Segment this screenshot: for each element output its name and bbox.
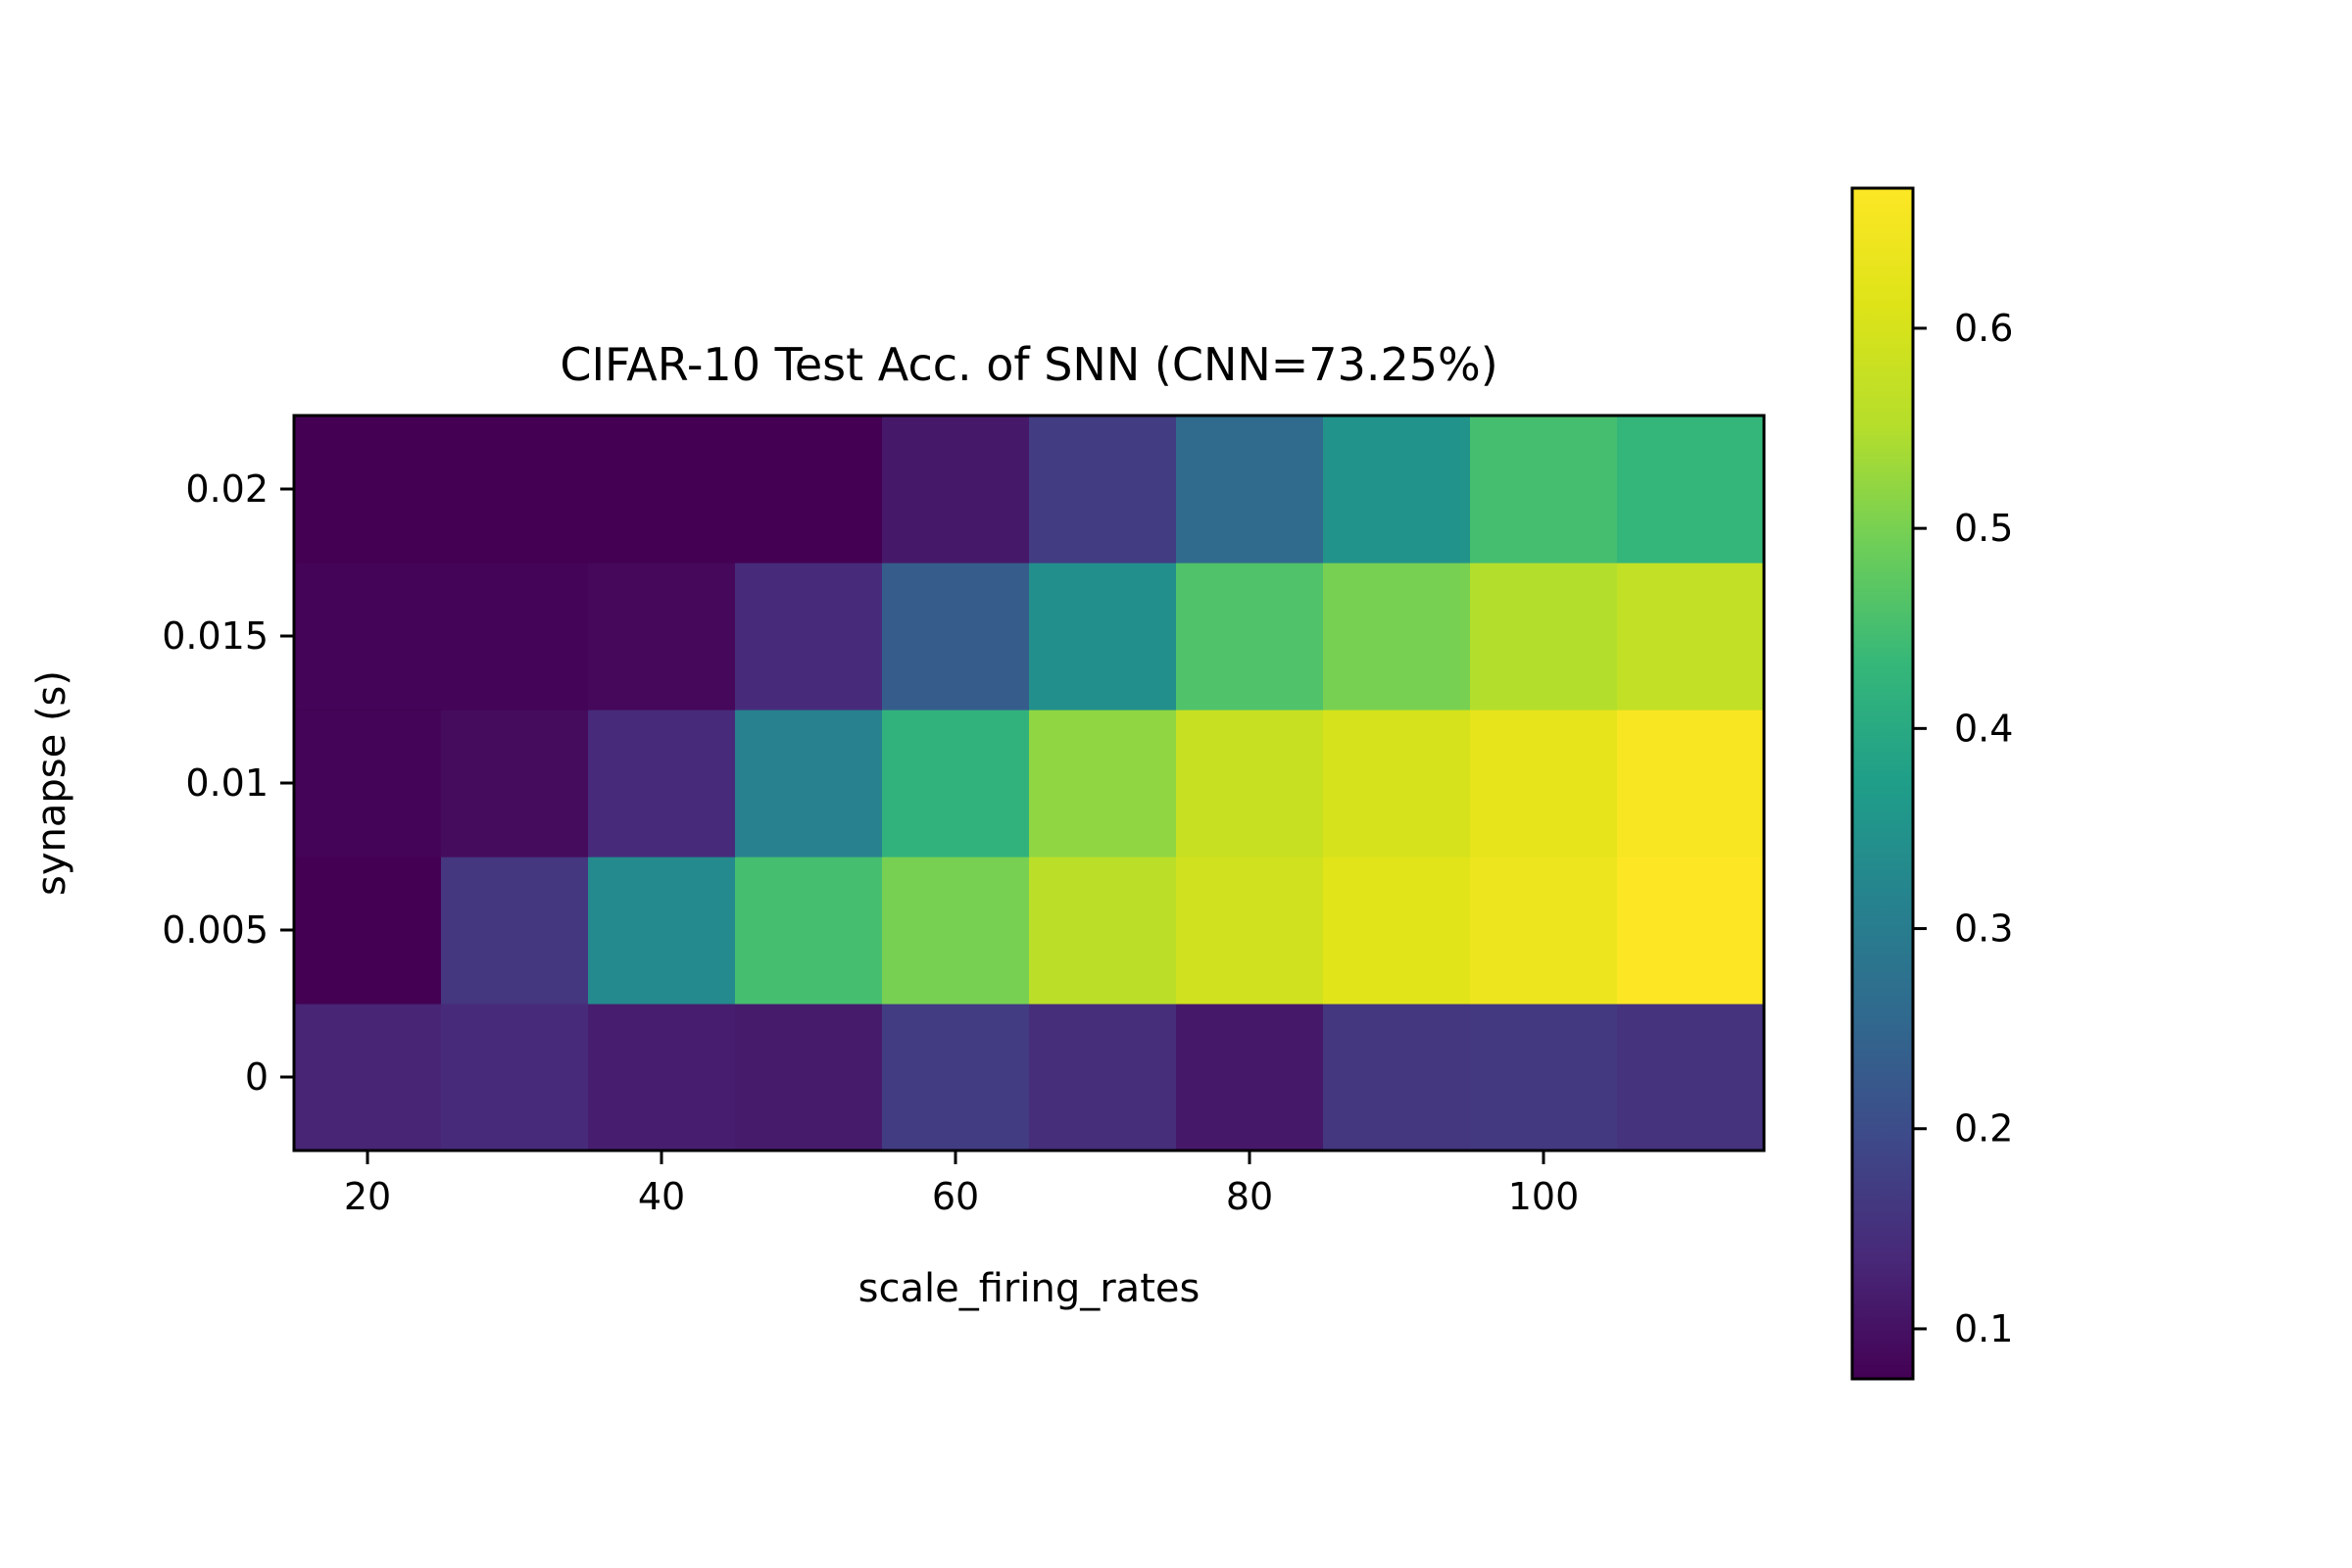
heatmap-cell [1323,1004,1471,1152]
heatmap-cell [441,1004,589,1152]
heatmap-cell [735,710,883,858]
y-tick-label: 0.02 [185,467,269,511]
heatmap-cell [735,857,883,1004]
heatmap-cell [294,563,442,710]
heatmap-cell [441,416,589,564]
x-tick-label: 100 [1508,1175,1580,1218]
heatmap-cell [588,563,736,710]
heatmap-cell [1617,857,1765,1004]
heatmap-cell [588,1004,736,1152]
x-tick-label: 20 [344,1175,391,1218]
heatmap-cell [882,1004,1030,1152]
heatmap-cell [735,563,883,710]
heatmap-cell [1029,416,1177,564]
heatmap-cell [294,857,442,1004]
heatmap-cell [1470,563,1618,710]
heatmap-cell [1029,710,1177,858]
heatmap-cell [1323,857,1471,1004]
heatmap-cell [1176,416,1324,564]
heatmap-cell [1617,416,1765,564]
heatmap-cell [735,416,883,564]
heatmap-cell [1176,857,1324,1004]
colorbar [1850,186,1915,1381]
x-tick-label: 80 [1226,1175,1273,1218]
colorbar-tick-label: 0.3 [1954,907,2013,951]
heatmap-cell [588,416,736,564]
heatmap-cell [1029,563,1177,710]
colorbar-tick-label: 0.5 [1954,507,2013,550]
heatmap-cell [882,416,1030,564]
heatmap-cell [1029,1004,1177,1152]
heatmap-cell [1470,710,1618,858]
colorbar-tick-label: 0.4 [1954,707,2013,750]
x-axis-ticks: 20 40 60 80 100 [344,1151,1579,1218]
y-tick-label: 0.005 [162,908,269,952]
heatmap-cell [735,1004,883,1152]
heatmap-cell [1617,710,1765,858]
x-axis-label: scale_firing_rates [858,1266,1200,1311]
colorbar-ticks: 0.1 0.2 0.3 0.4 0.5 0.6 [1913,307,2013,1350]
heatmap-cell [1617,563,1765,710]
y-tick-label: 0 [245,1055,269,1099]
heatmap-cell [294,416,442,564]
chart-title: CIFAR-10 Test Acc. of SNN (CNN=73.25%) [560,338,1497,391]
y-tick-label: 0.015 [162,614,269,658]
heatmap-cell [882,563,1030,710]
heatmap-cell [441,710,589,858]
colorbar-tick-label: 0.6 [1954,307,2013,350]
colorbar-tick-label: 0.1 [1954,1307,2013,1350]
heatmap-cell [1029,857,1177,1004]
heatmap-cell [441,857,589,1004]
colorbar-tick-label: 0.2 [1954,1107,2013,1151]
heatmap-cell [1323,416,1471,564]
heatmap-cell [1323,710,1471,858]
heatmap-cell [1470,416,1618,564]
heatmap-cell [1617,1004,1765,1152]
heatmap-cell [1176,563,1324,710]
heatmap-cell [882,857,1030,1004]
y-axis-ticks: 0 0.005 0.01 0.015 0.02 [162,467,294,1099]
y-axis-label: synapse (s) [29,670,74,896]
heatmap-cell [588,710,736,858]
heatmap-cell [1176,1004,1324,1152]
heatmap-cell [1470,857,1618,1004]
heatmap-cell [1470,1004,1618,1152]
heatmap-cell [882,710,1030,858]
heatmap-cell [294,710,442,858]
heatmap-cell [588,857,736,1004]
heatmap-cell [441,563,589,710]
x-tick-label: 40 [638,1175,685,1218]
heatmap-cell [1323,563,1471,710]
heatmap-cell [1176,710,1324,858]
heatmap-cells [294,416,1765,1152]
x-tick-label: 60 [932,1175,979,1218]
y-tick-label: 0.01 [185,761,269,805]
heatmap-cell [294,1004,442,1152]
